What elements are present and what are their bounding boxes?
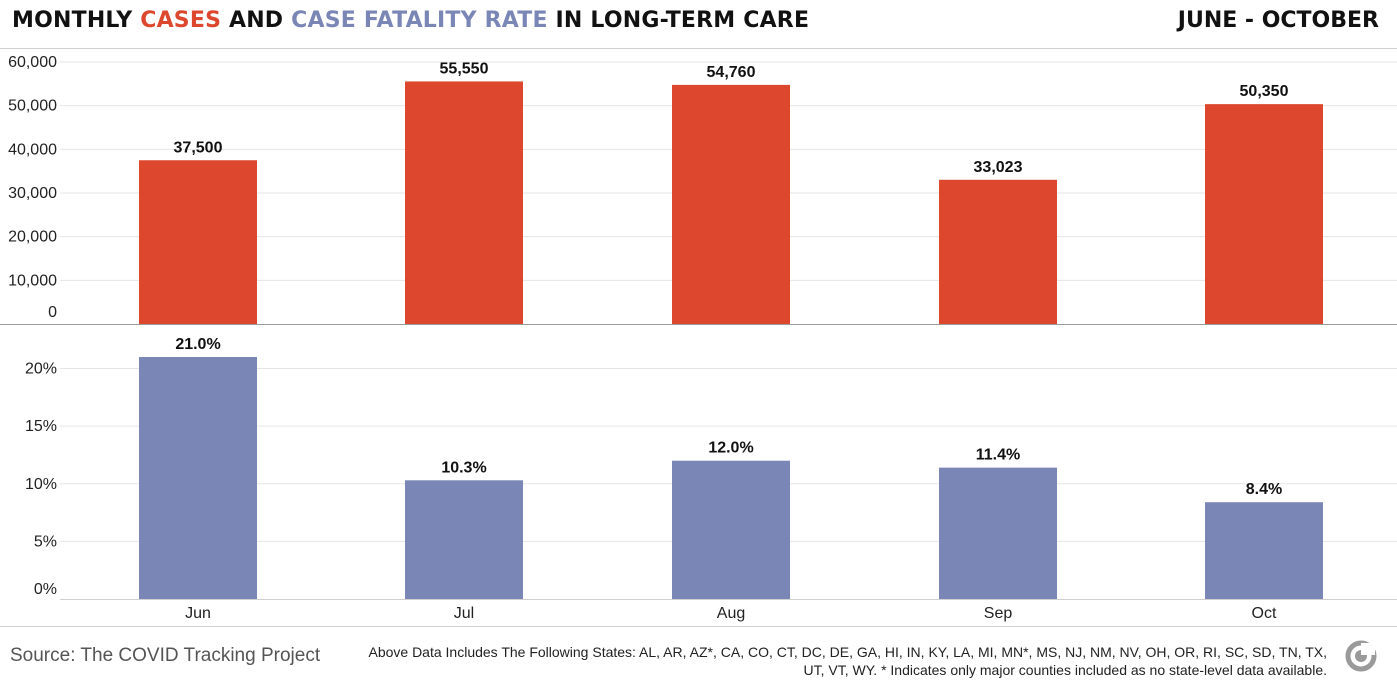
title-part-1: MONTHLY xyxy=(12,8,141,33)
cfr-bar-aug xyxy=(672,460,790,599)
xtick-label-aug: Aug xyxy=(717,605,745,622)
cases-ytick-label: 50,000 xyxy=(8,98,57,115)
chart-header: MONTHLY CASES AND CASE FATALITY RATE IN … xyxy=(0,0,1397,49)
cases-data-label: 33,023 xyxy=(974,159,1023,176)
cfr-ytick-label: 15% xyxy=(25,418,57,435)
cases-bar-sep xyxy=(939,179,1057,324)
cases-data-label: 37,500 xyxy=(174,139,223,156)
cfr-data-label: 12.0% xyxy=(708,440,753,457)
covid-tracking-project-logo-icon xyxy=(1345,640,1377,672)
title-cases-highlight: CASES xyxy=(140,8,222,33)
states-footnote: Above Data Includes The Following States… xyxy=(368,644,1327,678)
date-range: JUNE - OCTOBER xyxy=(1177,8,1379,33)
cfr-data-label: 21.0% xyxy=(175,336,220,353)
cfr-ytick-label: 0% xyxy=(34,581,57,598)
cases-ytick-label: 60,000 xyxy=(8,54,57,71)
title-part-2: AND xyxy=(221,8,292,33)
cases-bar-jun xyxy=(139,160,257,324)
cfr-data-label: 10.3% xyxy=(441,459,486,476)
cases-ytick-label: 30,000 xyxy=(8,185,57,202)
xtick-label-sep: Sep xyxy=(984,605,1013,622)
cases-bar-oct xyxy=(1205,104,1323,324)
cfr-bar-oct xyxy=(1205,502,1323,599)
cases-ytick-label: 40,000 xyxy=(8,141,57,158)
chart-title: MONTHLY CASES AND CASE FATALITY RATE IN … xyxy=(12,8,809,33)
cfr-bar-jun xyxy=(139,357,257,599)
cfr-data-label: 11.4% xyxy=(976,447,1020,464)
cfr-ytick-label: 20% xyxy=(25,361,57,378)
xtick-label-oct: Oct xyxy=(1252,605,1277,622)
xtick-label-jul: Jul xyxy=(454,605,474,622)
cases-bar-jul xyxy=(405,81,523,324)
source-credit: Source: The COVID Tracking Project xyxy=(10,645,321,666)
cases-ytick-label: 10,000 xyxy=(8,272,57,289)
cfr-bar-jul xyxy=(405,480,523,599)
cfr-bar-sep xyxy=(939,467,1057,599)
cfr-ytick-label: 5% xyxy=(34,533,57,550)
cases-ytick-label: 0 xyxy=(48,304,57,321)
cases-bar-aug xyxy=(672,84,790,324)
xtick-label-jun: Jun xyxy=(185,605,211,622)
cfr-data-label: 8.4% xyxy=(1246,481,1282,498)
cfr-ytick-label: 10% xyxy=(25,476,57,493)
title-part-3: IN LONG-TERM CARE xyxy=(547,8,810,33)
cases-data-label: 55,550 xyxy=(440,60,489,77)
cases-ytick-label: 20,000 xyxy=(8,229,57,246)
cases-data-label: 54,760 xyxy=(707,64,756,81)
title-cfr-highlight: CASE FATALITY RATE xyxy=(291,8,548,33)
cases-data-label: 50,350 xyxy=(1240,83,1289,100)
